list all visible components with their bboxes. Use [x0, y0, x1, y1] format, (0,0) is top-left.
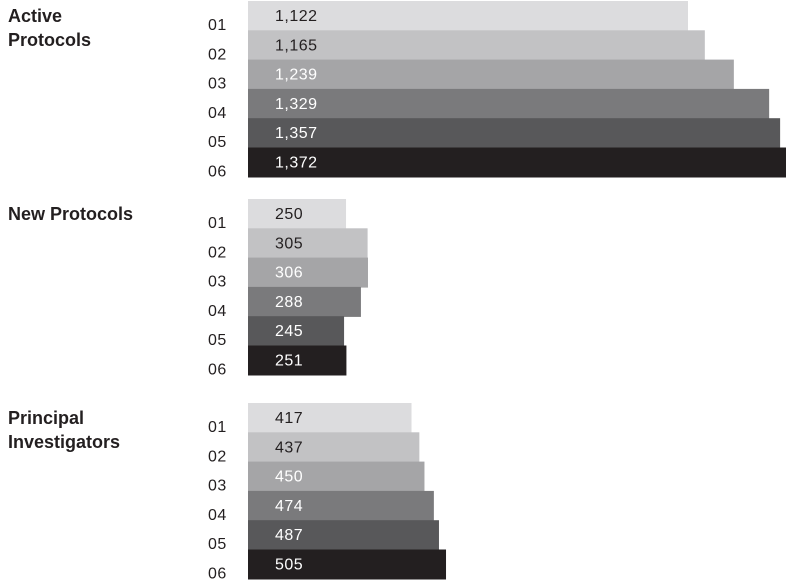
value-label: 1,372 [275, 155, 318, 172]
category-label: 02 [208, 46, 227, 63]
bar [248, 88, 770, 119]
bar [248, 490, 434, 521]
bar [248, 286, 361, 317]
value-label: 1,357 [275, 125, 318, 142]
bar-group-2: New Protocols 01 250 02 305 03 306 04 288 05 245 06… [8, 199, 368, 379]
value-label: 1,239 [275, 67, 318, 84]
category-label: 02 [208, 448, 227, 465]
category-label: 05 [208, 536, 227, 553]
group-title-line: Investigators [8, 432, 120, 452]
group-title-line: New Protocols [8, 204, 133, 224]
group-title-line: Principal [8, 408, 84, 428]
value-label: 250 [275, 206, 303, 223]
value-label: 487 [275, 527, 303, 544]
bar [248, 118, 781, 149]
value-label: 450 [275, 469, 303, 486]
value-label: 306 [275, 265, 303, 282]
group-title-line: Protocols [8, 30, 91, 50]
bar [248, 520, 439, 551]
category-label: 03 [208, 274, 227, 291]
bar [248, 403, 412, 433]
bar [248, 316, 345, 347]
value-label: 1,329 [275, 96, 318, 113]
category-label: 03 [208, 478, 227, 495]
bar [248, 147, 786, 178]
category-label: 03 [208, 76, 227, 93]
value-label: 417 [275, 410, 303, 427]
value-label: 474 [275, 498, 303, 515]
value-label: 288 [275, 294, 303, 311]
category-label: 04 [208, 105, 227, 122]
category-label: 04 [208, 507, 227, 524]
value-label: 251 [275, 353, 303, 370]
category-label: 06 [208, 164, 227, 181]
category-label: 05 [208, 134, 227, 151]
group-title-line: Active [8, 6, 62, 26]
value-label: 1,165 [275, 37, 318, 54]
category-label: 02 [208, 244, 227, 261]
category-label: 06 [208, 566, 227, 581]
bar [248, 461, 425, 492]
bar [248, 228, 368, 259]
value-label: 1,122 [275, 8, 318, 25]
bar-group-1: Active Protocols 01 1,122 02 1,165 03 1,239 04 1,… [8, 1, 786, 181]
bar [248, 345, 347, 376]
bar [248, 549, 447, 580]
bar [248, 432, 420, 463]
bar [248, 257, 368, 288]
category-label: 01 [208, 17, 227, 34]
value-label: 437 [275, 439, 303, 456]
bar [248, 30, 705, 61]
bar [248, 199, 347, 229]
category-label: 05 [208, 332, 227, 349]
value-label: 245 [275, 323, 303, 340]
bar-group-3: Principal Investigators 01 417 02 437 03 450 04 4… [8, 403, 447, 583]
bar [248, 59, 734, 90]
value-label: 305 [275, 235, 303, 252]
bar [248, 1, 688, 31]
category-label: 01 [208, 419, 227, 436]
category-label: 04 [208, 303, 227, 320]
category-label: 06 [208, 362, 227, 379]
category-label: 01 [208, 215, 227, 232]
value-label: 505 [275, 557, 303, 574]
